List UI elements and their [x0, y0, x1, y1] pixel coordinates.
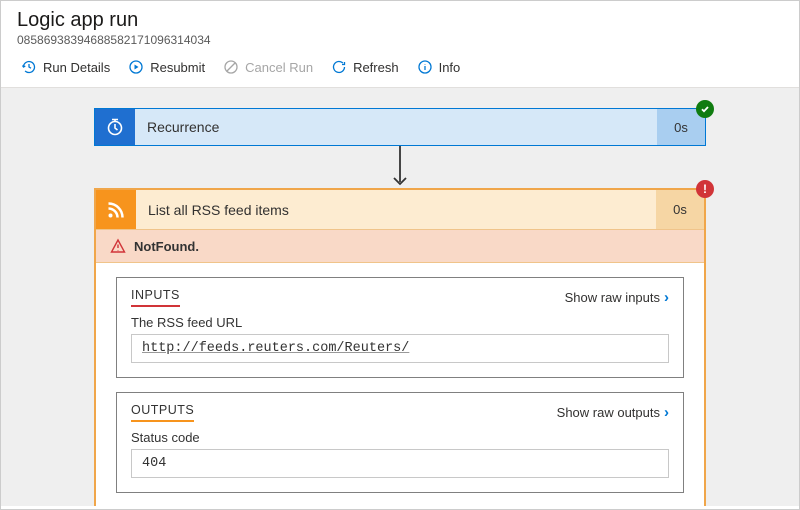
recurrence-step[interactable]: Recurrence 0s: [94, 108, 706, 146]
rss-step[interactable]: List all RSS feed items 0s NotFound. INP…: [94, 188, 706, 506]
cancel-icon: [223, 59, 239, 75]
inputs-label: INPUTS: [131, 288, 180, 307]
run-id: 08586938394688582171096314034: [17, 33, 783, 47]
rss-step-duration: 0s: [656, 190, 704, 229]
error-badge-icon: !: [696, 180, 714, 198]
rss-url-value: http://feeds.reuters.com/Reuters/: [131, 334, 669, 363]
refresh-button[interactable]: Refresh: [323, 55, 407, 79]
rss-step-title: List all RSS feed items: [136, 190, 656, 229]
error-banner: NotFound.: [96, 230, 704, 263]
error-message: NotFound.: [134, 239, 199, 254]
history-icon: [21, 59, 37, 75]
info-button[interactable]: Info: [409, 55, 469, 79]
refresh-icon: [331, 59, 347, 75]
page-title: Logic app run: [17, 9, 783, 32]
replay-icon: [128, 59, 144, 75]
warning-icon: [110, 238, 126, 254]
rss-icon: [96, 190, 136, 229]
outputs-panel: OUTPUTS Show raw outputs › Status code 4…: [116, 392, 684, 493]
designer-canvas: Recurrence 0s: [1, 88, 799, 506]
page-header: Logic app run 08586938394688582171096314…: [1, 1, 799, 51]
recurrence-title: Recurrence: [135, 109, 657, 145]
status-code-value: 404: [131, 449, 669, 478]
success-badge-icon: [696, 100, 714, 118]
inputs-panel: INPUTS Show raw inputs › The RSS feed UR…: [116, 277, 684, 378]
toolbar: Run Details Resubmit Cancel Run Refresh …: [1, 51, 799, 88]
recurrence-icon: [95, 109, 135, 145]
rss-step-header[interactable]: List all RSS feed items 0s: [96, 190, 704, 230]
show-raw-outputs-button[interactable]: Show raw outputs ›: [557, 404, 669, 421]
connector-arrow-icon: [94, 146, 706, 188]
resubmit-button[interactable]: Resubmit: [120, 55, 213, 79]
run-details-button[interactable]: Run Details: [13, 55, 118, 79]
status-code-label: Status code: [131, 430, 669, 445]
chevron-right-icon: ›: [664, 404, 669, 421]
rss-url-label: The RSS feed URL: [131, 315, 669, 330]
cancel-run-button: Cancel Run: [215, 55, 321, 79]
info-icon: [417, 59, 433, 75]
chevron-right-icon: ›: [664, 289, 669, 306]
outputs-label: OUTPUTS: [131, 403, 194, 422]
show-raw-inputs-button[interactable]: Show raw inputs ›: [565, 289, 669, 306]
